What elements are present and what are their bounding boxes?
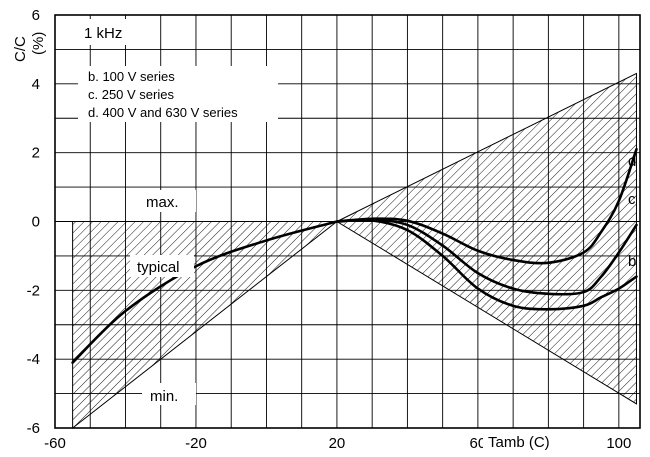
x-tick-label: -60 <box>44 435 66 452</box>
annotation-typical-label: typical <box>137 259 180 276</box>
tolerance-band-right <box>335 72 637 405</box>
legend: b. 100 V series c. 250 V series d. 400 V… <box>78 66 278 122</box>
legend-item-c: c. 250 V series <box>88 87 174 102</box>
x-axis-title-label: Tamb (C) <box>488 434 550 451</box>
chart-title: 1 kHz <box>84 25 122 42</box>
y-tick-label: -4 <box>27 351 40 368</box>
x-tick-label: 60 <box>470 435 487 452</box>
tolerance-band <box>72 72 637 430</box>
y-axis-title-line1: C/C <box>12 36 29 62</box>
series-line-b <box>335 218 638 311</box>
y-axis-title-line2: (%) <box>30 32 47 55</box>
x-tick-label: 100 <box>606 435 631 452</box>
x-axis-title: Tamb (C) <box>483 430 577 451</box>
y-tick-label: -6 <box>27 420 40 437</box>
y-tick-label: 0 <box>32 214 40 231</box>
series-label-c: c <box>628 191 636 208</box>
annotation-min: min. <box>142 383 196 405</box>
plot-frame <box>54 14 641 429</box>
series-label-d: d <box>628 153 636 170</box>
y-tick-label: 4 <box>32 76 40 93</box>
series-line-d <box>335 147 638 265</box>
y-axis-title: C/C (%) <box>12 32 47 62</box>
title-box: 1 kHz <box>70 19 158 45</box>
y-tick-label: -2 <box>27 282 40 299</box>
x-tick-label: 20 <box>329 435 346 452</box>
y-tick-label: 6 <box>32 7 40 24</box>
series-line-c <box>335 218 638 296</box>
series <box>71 147 638 364</box>
x-tick-label: -20 <box>185 435 207 452</box>
legend-item-d: d. 400 V and 630 V series <box>88 105 238 120</box>
annotation-max: max. <box>140 190 196 212</box>
legend-item-b: b. 100 V series <box>88 69 175 84</box>
annotation-max-label: max. <box>146 194 179 211</box>
series-line-typical <box>71 220 339 364</box>
annotation-min-label: min. <box>150 388 178 405</box>
annotation-typical: typical <box>130 255 194 277</box>
series-label-b: b <box>628 253 636 270</box>
y-tick-label: 2 <box>32 145 40 162</box>
